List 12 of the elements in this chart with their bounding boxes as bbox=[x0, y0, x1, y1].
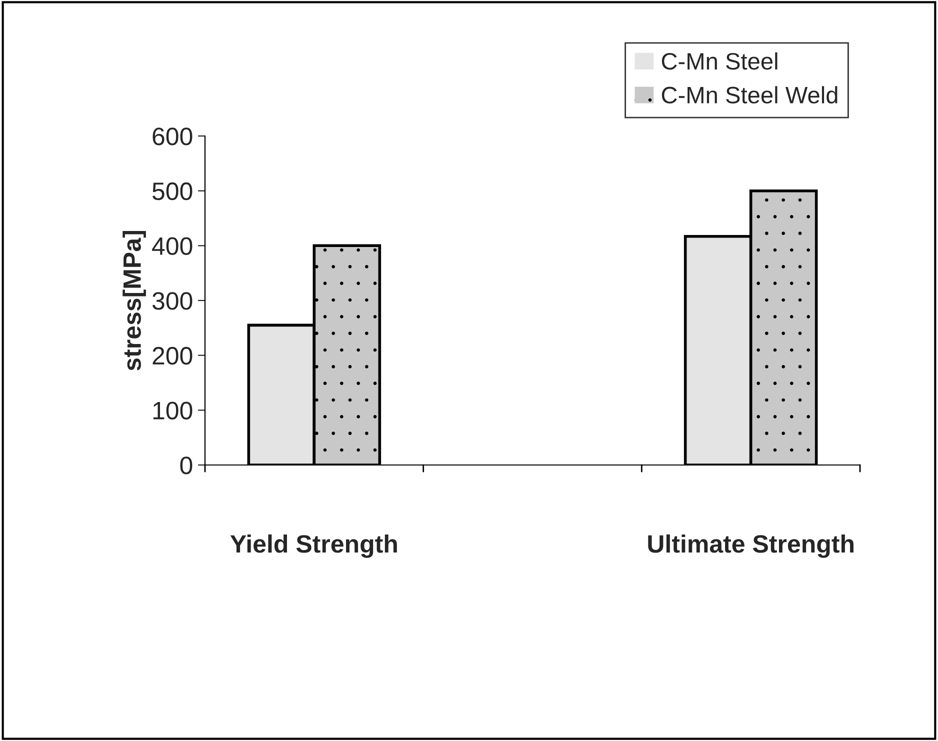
y-tick-label: 200 bbox=[152, 346, 192, 365]
y-tick-label: 0 bbox=[180, 456, 192, 474]
y-tick-label: 400 bbox=[152, 237, 192, 255]
y-tick-label: 500 bbox=[152, 182, 192, 200]
legend-label: C-Mn Steel Weld bbox=[662, 86, 838, 104]
x-tick-label: Yield Strength bbox=[230, 534, 397, 558]
y-tick-label: 300 bbox=[152, 292, 192, 310]
x-tick-label: Ultimate Strength bbox=[648, 534, 854, 558]
y-axis-title: stress[MPa] bbox=[122, 231, 146, 370]
y-tick-label: 100 bbox=[153, 402, 192, 420]
y-tick-label: 600 bbox=[152, 128, 192, 146]
legend-label: C-Mn Steel bbox=[662, 52, 778, 70]
